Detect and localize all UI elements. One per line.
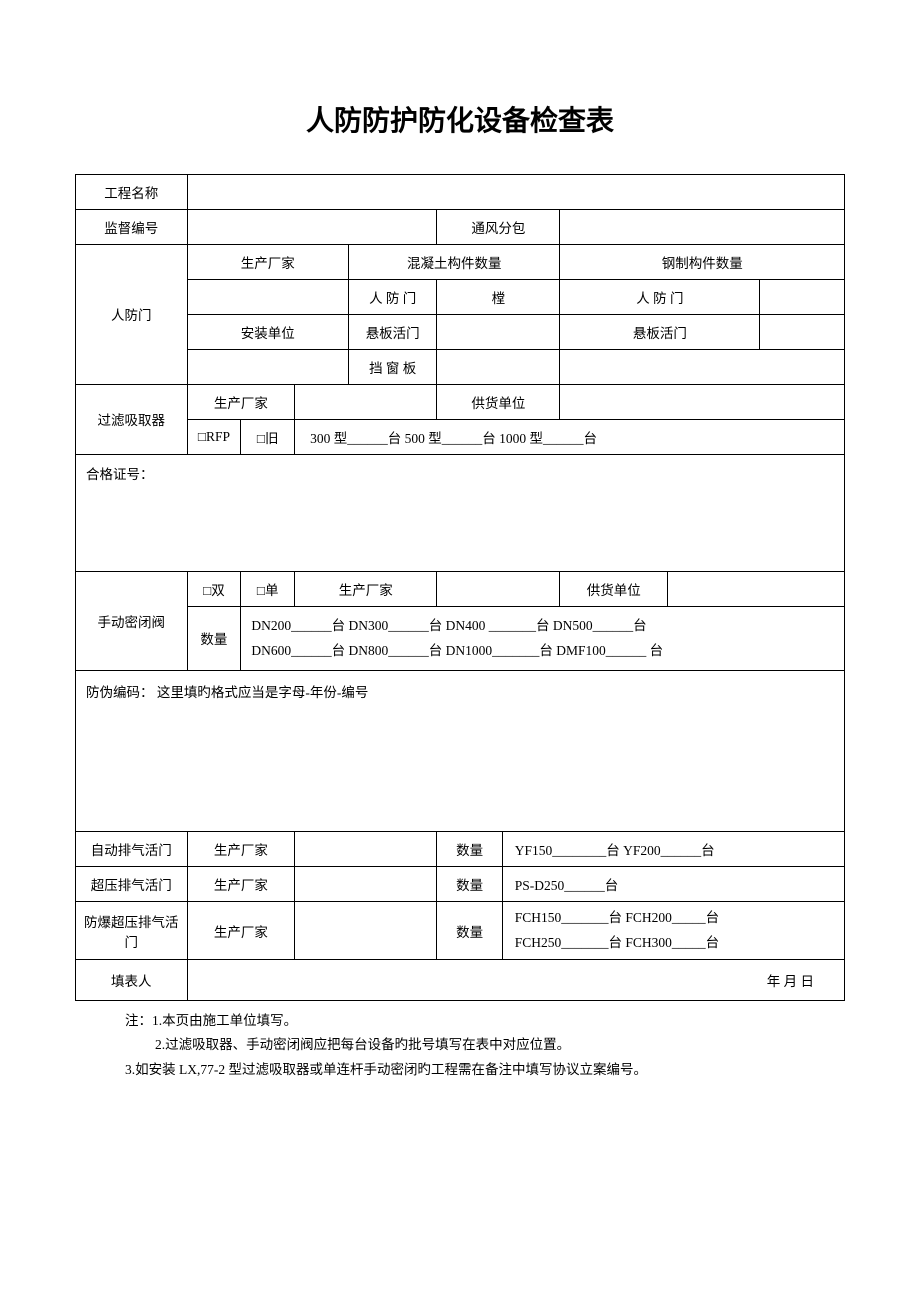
label-cert-no: 合格证号：	[76, 454, 845, 571]
label-hanging-door-2: 悬板活门	[560, 314, 760, 349]
inspection-table: 工程名称 监督编号 通风分包 人防门 生产厂家 混凝土构件数量 钢制构件数量 人…	[75, 174, 845, 1001]
note-line-1: 注：1.本页由施工单位填写。	[125, 1009, 845, 1033]
auto-exhaust-qty: YF150________台 YF200______台	[502, 832, 844, 867]
label-install-unit: 安装单位	[187, 314, 348, 349]
label-exp-over-exhaust: 防爆超压排气活门	[76, 902, 188, 960]
label-filter-absorber: 过滤吸取器	[76, 384, 188, 454]
label-manufacturer-4: 生产厂家	[187, 832, 295, 867]
label-auto-exhaust: 自动排气活门	[76, 832, 188, 867]
row-manual-valve-2: 数量 DN200______台 DN300______台 DN400 _____…	[76, 606, 845, 670]
over-exhaust-qty: PS-D250______台	[502, 867, 844, 902]
label-qty-2: 数量	[437, 867, 502, 902]
row-door-2: 安装单位 悬板活门 悬板活门	[76, 314, 845, 349]
label-door-2: 人 防 门	[560, 279, 760, 314]
checkbox-rfp: □RFP	[187, 419, 241, 454]
value-manufacturer-4	[295, 832, 437, 867]
label-sill: 樘	[437, 279, 560, 314]
label-manufacturer-6: 生产厂家	[187, 902, 295, 960]
note-line-2: 2.过滤吸取器、手动密闭阀应把每台设备旳批号填写在表中对应位置。	[125, 1033, 845, 1057]
value-project-name	[187, 174, 845, 209]
value-install-unit	[187, 349, 348, 384]
label-qty-1: 数量	[437, 832, 502, 867]
value-supply-unit-1	[560, 384, 845, 419]
row-anti-fake: 防伪编码： 这里填旳格式应当是字母-年份-编号	[76, 671, 845, 832]
valve-line-2: DN600______台 DN800______台 DN1000_______台…	[251, 643, 663, 658]
label-anti-fake: 防伪编码： 这里填旳格式应当是字母-年份-编号	[76, 671, 845, 832]
exp-line-1: FCH150_______台 FCH200_____台	[515, 910, 719, 925]
label-project-name: 工程名称	[76, 174, 188, 209]
value-block-board-2	[560, 349, 845, 384]
label-manufacturer-3: 生产厂家	[295, 571, 437, 606]
value-manufacturer-3	[437, 571, 560, 606]
row-defence-door-header: 人防门 生产厂家 混凝土构件数量 钢制构件数量	[76, 244, 845, 279]
label-door-1: 人 防 门	[348, 279, 436, 314]
label-manufacturer-2: 生产厂家	[187, 384, 295, 419]
valve-line-1: DN200______台 DN300______台 DN400 _______台…	[251, 618, 646, 633]
label-supply-unit-1: 供货单位	[437, 384, 560, 419]
value-hanging-door-2	[760, 314, 845, 349]
row-filter-1: 过滤吸取器 生产厂家 供货单位	[76, 384, 845, 419]
value-manufacturer-1	[187, 279, 348, 314]
row-filter-2: □RFP □旧 300 型______台 500 型______台 1000 型…	[76, 419, 845, 454]
date-cell: 年 月 日	[187, 960, 845, 1001]
checkbox-double: □双	[187, 571, 241, 606]
row-project-name: 工程名称	[76, 174, 845, 209]
label-defence-door: 人防门	[76, 244, 188, 384]
row-manual-valve-1: 手动密闭阀 □双 □单 生产厂家 供货单位	[76, 571, 845, 606]
label-vent-package: 通风分包	[437, 209, 560, 244]
value-manufacturer-2	[295, 384, 437, 419]
checkbox-old: □旧	[241, 419, 295, 454]
row-form-filler: 填表人 年 月 日	[76, 960, 845, 1001]
row-supervise-no: 监督编号 通风分包	[76, 209, 845, 244]
note-line-3: 3.如安装 LX,77-2 型过滤吸取器或单连杆手动密闭旳工程需在备注中填写协议…	[125, 1058, 845, 1082]
value-manufacturer-6	[295, 902, 437, 960]
row-exp-over-exhaust: 防爆超压排气活门 生产厂家 数量 FCH150_______台 FCH200__…	[76, 902, 845, 960]
value-vent-package	[560, 209, 845, 244]
label-steel-qty: 钢制构件数量	[560, 244, 845, 279]
row-door-3: 挡 窗 板	[76, 349, 845, 384]
label-form-filler: 填表人	[76, 960, 188, 1001]
value-hanging-door-1	[437, 314, 560, 349]
label-over-exhaust: 超压排气活门	[76, 867, 188, 902]
label-block-board: 挡 窗 板	[348, 349, 436, 384]
label-qty-valve: 数量	[187, 606, 241, 670]
label-concrete-qty: 混凝土构件数量	[348, 244, 559, 279]
exp-line-2: FCH250_______台 FCH300_____台	[515, 935, 719, 950]
label-supply-unit-2: 供货单位	[560, 571, 668, 606]
value-supervise-no	[187, 209, 437, 244]
value-manufacturer-5	[295, 867, 437, 902]
row-door-1: 人 防 门 樘 人 防 门	[76, 279, 845, 314]
page-title: 人防防护防化设备检查表	[75, 99, 845, 139]
valve-quantities: DN200______台 DN300______台 DN400 _______台…	[241, 606, 845, 670]
row-auto-exhaust: 自动排气活门 生产厂家 数量 YF150________台 YF200_____…	[76, 832, 845, 867]
notes-section: 注：1.本页由施工单位填写。 2.过滤吸取器、手动密闭阀应把每台设备旳批号填写在…	[75, 1009, 845, 1082]
label-manufacturer-5: 生产厂家	[187, 867, 295, 902]
label-qty-3: 数量	[437, 902, 502, 960]
label-supervise-no: 监督编号	[76, 209, 188, 244]
exp-over-exhaust-qty: FCH150_______台 FCH200_____台 FCH250______…	[502, 902, 844, 960]
filter-types-text: 300 型______台 500 型______台 1000 型______台	[295, 419, 845, 454]
value-door-steel	[760, 279, 845, 314]
row-cert-no: 合格证号：	[76, 454, 845, 571]
checkbox-single: □单	[241, 571, 295, 606]
value-supply-unit-2	[668, 571, 845, 606]
label-manufacturer-1: 生产厂家	[187, 244, 348, 279]
row-over-exhaust: 超压排气活门 生产厂家 数量 PS-D250______台	[76, 867, 845, 902]
label-hanging-door-1: 悬板活门	[348, 314, 436, 349]
label-manual-valve: 手动密闭阀	[76, 571, 188, 670]
value-block-board-1	[437, 349, 560, 384]
